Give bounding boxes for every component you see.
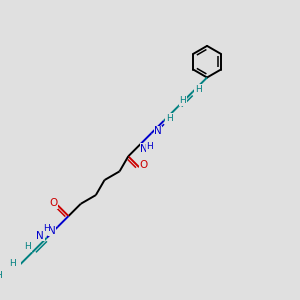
Text: H: H [43, 224, 50, 233]
Text: O: O [49, 198, 57, 208]
Text: H: H [179, 96, 186, 105]
Text: N: N [140, 144, 148, 154]
Text: H: H [0, 271, 2, 280]
Text: H: H [9, 260, 16, 268]
Text: O: O [140, 160, 148, 170]
Text: N: N [154, 126, 162, 136]
Text: H: H [195, 85, 202, 94]
Text: H: H [146, 142, 153, 151]
Text: H: H [24, 242, 31, 251]
Text: H: H [166, 114, 172, 123]
Text: N: N [48, 226, 56, 236]
Text: N: N [36, 231, 44, 241]
